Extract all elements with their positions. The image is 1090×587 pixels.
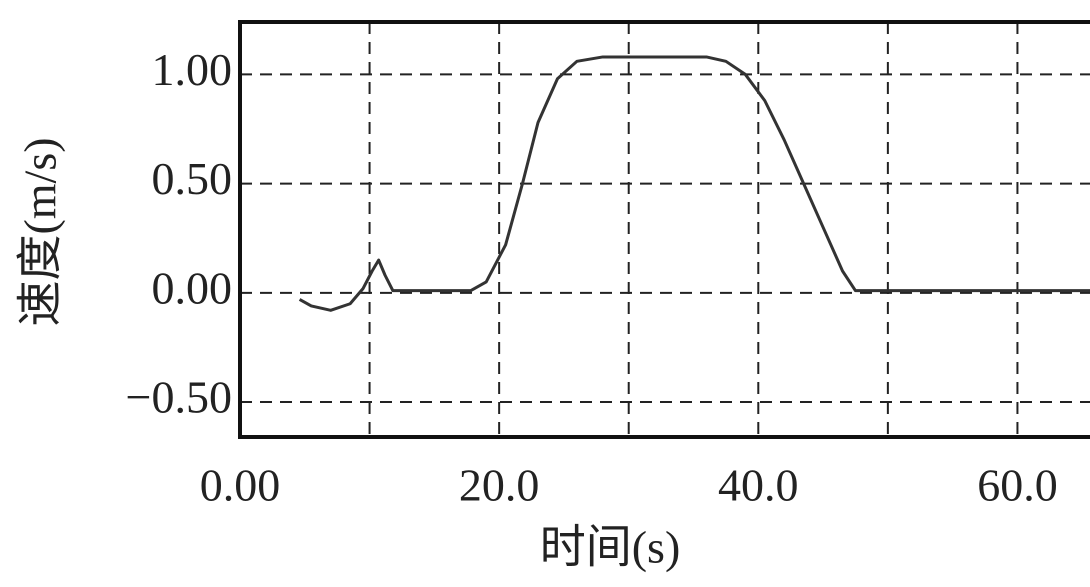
x-tick-label: 0.00 [200,460,281,511]
chart: 时间(s) 速度(m/s) −0.50 0.00 0.50 1.00 0.00 20.0 4… [0,0,1090,587]
x-tick-label: 60.0 [977,460,1058,511]
y-tick-label: −0.50 [126,372,232,423]
x-tick-label: 20.0 [459,460,540,511]
y-tick-label: 1.00 [152,44,233,95]
x-axis-label: 时间(s) [540,522,681,573]
y-tick-label: 0.00 [152,262,233,313]
y-tick-label: 0.50 [152,153,233,204]
y-axis-label: 速度(m/s) [15,137,66,326]
plot-border [240,22,1090,437]
x-tick-label: 40.0 [718,460,799,511]
